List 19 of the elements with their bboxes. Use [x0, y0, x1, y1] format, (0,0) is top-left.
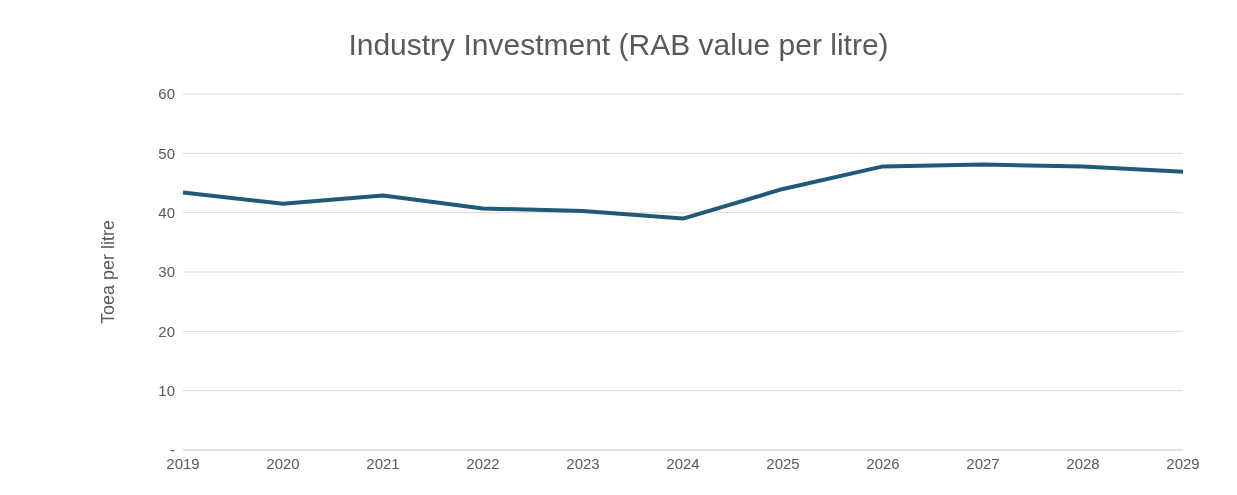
y-tick-label: 60 [158, 85, 175, 103]
y-axis-title: Toea per litre [98, 219, 119, 325]
x-tick-label: 2025 [766, 454, 800, 472]
x-tick-label: 2022 [466, 454, 500, 472]
chart-title: Industry Investment (RAB value per litre) [347, 28, 890, 62]
x-tick-label: 2028 [1066, 454, 1100, 472]
x-tick-label: 2023 [566, 454, 600, 472]
y-tick-label: 20 [158, 322, 175, 340]
x-tick-label: 2020 [266, 454, 300, 472]
line-series [181, 162, 1185, 221]
x-tick-label: 2024 [666, 454, 700, 472]
x-tick-label: 2026 [866, 454, 900, 472]
x-tick-label: 2029 [1166, 454, 1200, 472]
x-tick-label: 2027 [966, 454, 1000, 472]
y-tick-label: 10 [158, 381, 175, 399]
x-tick-label: 2021 [366, 454, 400, 472]
y-tick-label: 50 [158, 144, 175, 162]
y-tick-label: 40 [158, 203, 175, 221]
y-tick-label: 30 [158, 263, 175, 281]
